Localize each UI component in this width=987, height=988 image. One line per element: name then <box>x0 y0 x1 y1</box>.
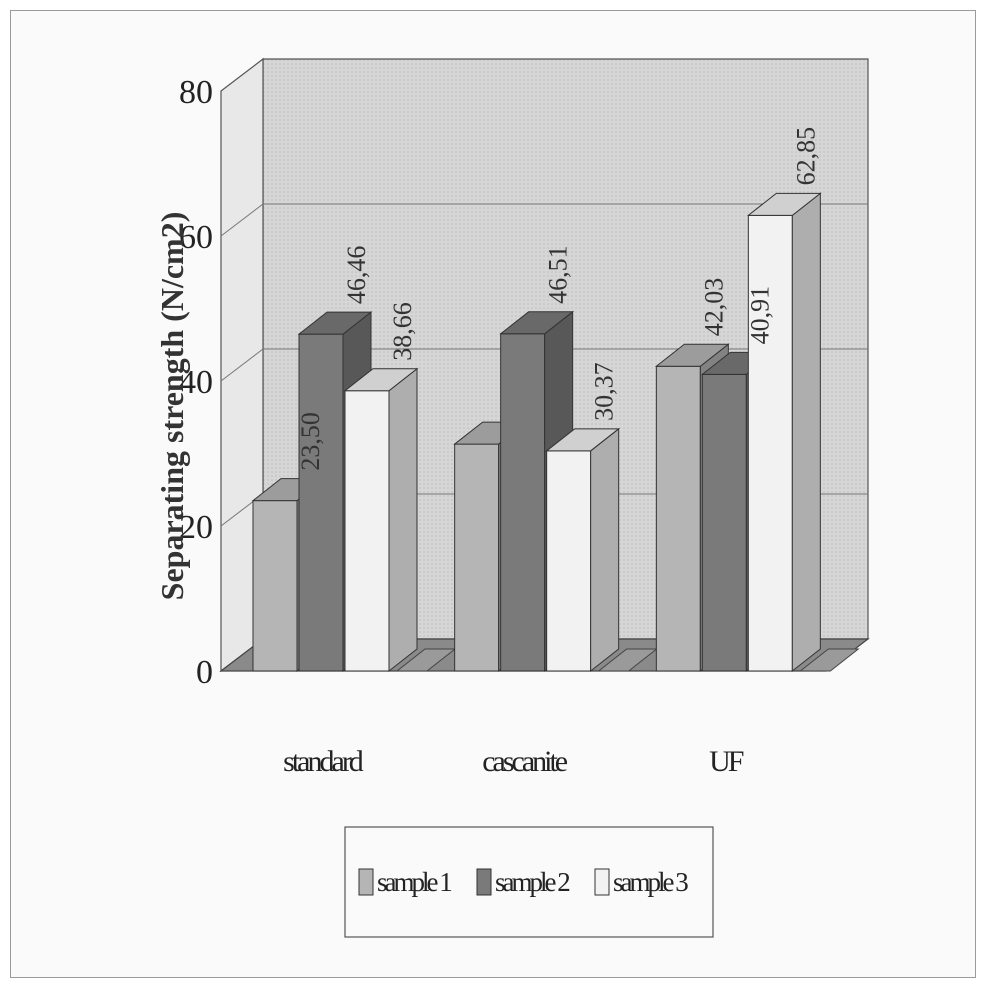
bar-top <box>545 428 621 452</box>
y-axis-label: Separating strength (N/cm2) <box>154 212 190 601</box>
legend-box <box>344 826 714 938</box>
bar-top <box>343 368 419 392</box>
bar-front <box>344 390 390 672</box>
data-label: 62,85 <box>791 127 820 186</box>
gridline <box>220 348 868 382</box>
bar-top <box>746 192 822 216</box>
legend: sample 1 sample 2 sample 3 <box>344 826 714 938</box>
data-labels: 23,50 46,46 38,66 46,51 30,37 42,03 40,91 62,85 <box>296 127 820 471</box>
gridline <box>220 203 868 237</box>
y-tick-label: 20 <box>179 509 213 546</box>
bar-front <box>655 365 701 672</box>
chart-frame: 0 20 40 60 80 Separating strength (N/cm2) 23… <box>10 10 976 978</box>
data-label: 30,37 <box>590 362 619 421</box>
y-tick-label: 60 <box>179 219 213 256</box>
bar-uf-sample-3 <box>746 192 822 673</box>
bar-front <box>701 373 747 672</box>
y-tick-label: 40 <box>179 364 213 401</box>
bar-standard-sample-3 <box>343 367 419 673</box>
bar-side <box>388 367 418 673</box>
data-label: 46,51 <box>544 245 573 304</box>
category-label-uf: UF <box>709 745 744 778</box>
bar-side <box>590 427 620 673</box>
bar-front <box>546 450 592 672</box>
bar-top <box>297 311 373 335</box>
legend-label-sample-2: sample 2 <box>495 867 570 897</box>
data-label: 38,66 <box>388 302 417 361</box>
data-label: 23,50 <box>296 412 325 471</box>
data-label: 42,03 <box>699 278 728 337</box>
category-label-standard: standard <box>283 745 364 778</box>
category-labels: standard cascanite UF <box>283 745 747 778</box>
data-label: 46,46 <box>342 246 371 305</box>
legend-label-sample-1: sample 1 <box>377 867 451 897</box>
category-label-cascanite: cascanite <box>482 745 568 778</box>
bar-top <box>654 343 730 367</box>
y-axis-ticks: 0 20 40 60 80 <box>179 74 213 691</box>
bar-side <box>791 192 821 673</box>
data-label: 40,91 <box>745 286 774 345</box>
floor-divider <box>798 648 860 672</box>
bar-chart: 0 20 40 60 80 Separating strength (N/cm2) 23… <box>154 57 870 938</box>
bar-front <box>454 443 500 672</box>
legend-swatch-sample-1 <box>358 868 374 896</box>
y-tick-label: 0 <box>196 654 213 691</box>
y-tick-label: 80 <box>179 74 213 111</box>
bar-front <box>747 214 793 672</box>
bar-front <box>500 333 546 672</box>
bars <box>251 192 860 673</box>
bar-front <box>252 500 298 672</box>
legend-label-sample-3: sample 3 <box>613 867 688 897</box>
legend-swatch-sample-2 <box>476 868 492 896</box>
bar-top <box>499 311 575 335</box>
bar-cascanite-sample-3 <box>545 427 621 673</box>
bar-front <box>298 333 344 672</box>
legend-swatch-sample-3 <box>594 868 610 896</box>
